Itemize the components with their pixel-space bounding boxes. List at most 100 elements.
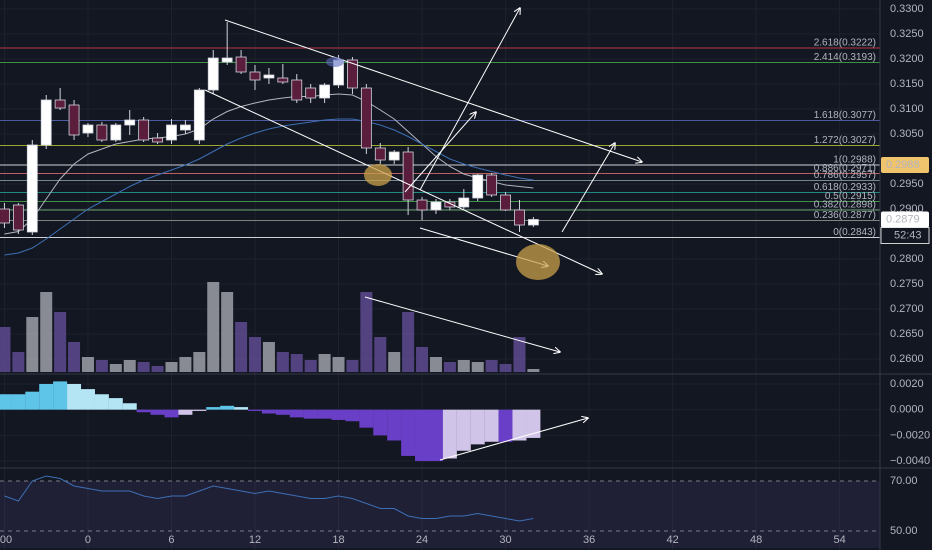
candle-body	[40, 99, 52, 146]
candle-body	[54, 99, 66, 109]
volume-bar	[388, 352, 401, 372]
volume-bar	[12, 352, 25, 372]
macd-bar	[206, 407, 221, 410]
candle-body	[207, 57, 219, 91]
y-tick-label: 0.2650	[890, 328, 924, 340]
volume-bar	[207, 282, 220, 372]
volume-bar	[290, 354, 303, 372]
volume-bar	[95, 360, 108, 372]
candle-body	[416, 199, 428, 211]
volume-bar	[402, 312, 415, 372]
price-tag	[881, 157, 929, 173]
macd-bar	[387, 409, 402, 441]
volume-bar	[276, 352, 289, 372]
volume-bar	[429, 357, 442, 372]
y-tick-label: 0.2700	[890, 303, 924, 315]
y-tick-label: 0.3200	[890, 53, 924, 65]
volume-bar	[374, 337, 387, 372]
fib-label: 0.886(0.2971)	[814, 163, 876, 174]
fib-label: 0.618(0.2933)	[814, 182, 876, 193]
volume-bar	[527, 369, 540, 372]
candle-body	[110, 124, 122, 141]
volume-bar	[471, 362, 484, 372]
y-tick-label: 0.2600	[890, 353, 924, 365]
candle-body	[402, 151, 414, 201]
candle-body	[180, 124, 191, 131]
macd-bar	[39, 383, 54, 410]
macd-bar	[94, 394, 109, 410]
volume-bar	[457, 360, 470, 372]
candle-body	[388, 151, 400, 161]
volume-bar	[54, 312, 67, 372]
rsi-line	[4, 475, 534, 522]
volume-bar	[26, 317, 39, 372]
candle-body	[319, 84, 331, 99]
y-tick-label: 0.3050	[890, 128, 924, 140]
macd-bar	[80, 389, 95, 410]
rsi-tick-label: 70.00	[890, 475, 918, 487]
macd-bar	[136, 409, 151, 413]
macd-bar	[220, 405, 235, 410]
volume-bar	[137, 362, 150, 372]
candle-body	[193, 89, 205, 141]
macd-bar	[415, 409, 430, 462]
volume-bar	[40, 292, 53, 372]
volume-bar	[262, 342, 275, 372]
volume-bar	[499, 364, 512, 372]
y-tick-label: 0.2800	[890, 253, 924, 265]
volume-bar	[304, 360, 317, 372]
macd-bar	[470, 409, 485, 445]
x-tick-label: 36	[583, 534, 595, 546]
volume-bar	[318, 354, 331, 372]
candle-body	[458, 197, 470, 208]
fib-label: 1.618(0.3077)	[814, 110, 876, 121]
candle-body	[249, 71, 261, 81]
x-tick-label: 12	[249, 534, 261, 546]
volume-bar	[513, 337, 526, 372]
trend-line	[224, 19, 642, 162]
candle-body	[82, 124, 94, 134]
volume-bar	[332, 357, 345, 372]
macd-bar	[275, 409, 290, 415]
candle-body	[528, 219, 539, 226]
volume-bar	[109, 364, 122, 372]
candle-body	[26, 144, 38, 233]
volume-bar	[193, 352, 206, 372]
macd-bar	[303, 409, 318, 419]
volume-bar	[0, 327, 11, 372]
macd-bar	[359, 409, 374, 428]
y-tick-label: 0.2750	[890, 278, 924, 290]
volume-bar	[221, 292, 234, 372]
candle-body	[96, 124, 108, 141]
macd-bar	[345, 409, 360, 422]
volume-bar	[179, 357, 192, 372]
macd-tick-label: 0.0020	[890, 378, 924, 390]
y-tick-label: 0.3250	[890, 28, 924, 40]
volume-bar	[165, 362, 178, 372]
fib-label: 0(0.2843)	[833, 227, 876, 238]
macd-bar	[150, 409, 165, 415]
macd-bar	[526, 409, 541, 438]
volume-bar	[416, 347, 429, 372]
x-tick-label: 0	[85, 534, 91, 546]
y-tick-label: 0.3100	[890, 103, 924, 115]
macd-bar	[192, 409, 207, 411]
fib-label: 2.414(0.3193)	[814, 52, 876, 63]
arrow	[419, 8, 520, 191]
price-tag-label: 0.2879	[886, 213, 920, 225]
arrow	[439, 418, 588, 461]
volume-bar	[360, 292, 373, 372]
fib-label: 1(0.2988)	[833, 155, 876, 166]
macd-bar	[442, 409, 457, 459]
macd-bar	[456, 409, 471, 451]
x-tick-label: 30	[499, 534, 511, 546]
fib-label: 0.786(0.2957)	[814, 170, 876, 181]
macd-bar	[53, 381, 68, 410]
macd-bar	[317, 409, 332, 419]
highlight	[326, 57, 344, 67]
volume-bar	[68, 342, 81, 372]
arrow	[364, 296, 560, 352]
rsi-tick-label: 50.00	[890, 525, 918, 537]
